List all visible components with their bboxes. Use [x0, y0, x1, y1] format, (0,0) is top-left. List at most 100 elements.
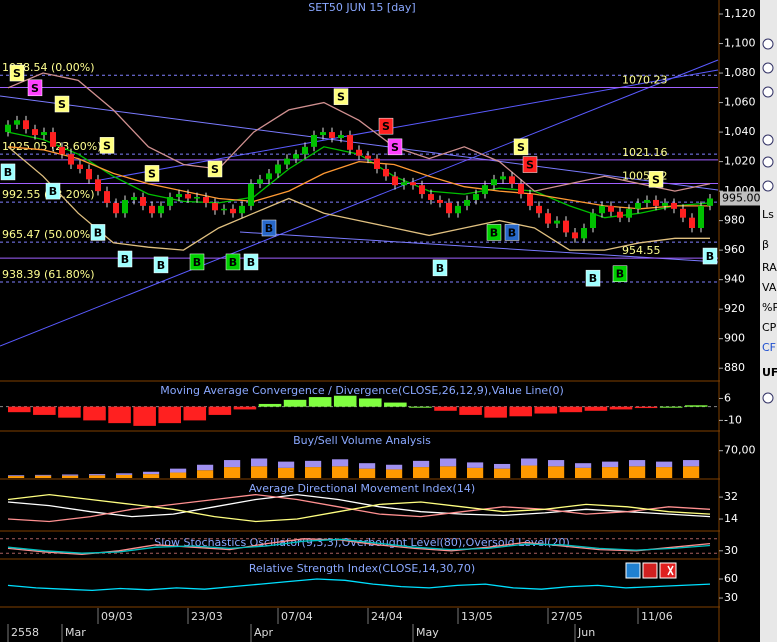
candle-body: [653, 199, 659, 206]
toolbar-label[interactable]: β: [762, 238, 769, 251]
macd-bar: [158, 406, 181, 424]
x-tick-label: May: [416, 626, 439, 639]
volume-bar: [305, 467, 322, 478]
indicator-line: [7, 72, 711, 192]
candle-body: [140, 197, 146, 206]
volume-bar: [170, 468, 187, 473]
signal-label: B: [247, 256, 255, 269]
y-tick-label: 980: [724, 214, 745, 227]
macd-bar: [258, 403, 282, 407]
volume-bar: [440, 458, 457, 467]
macd-bar: [484, 406, 507, 418]
move-up-button[interactable]: [625, 562, 641, 579]
candle-body: [428, 194, 434, 200]
close-button[interactable]: [659, 562, 677, 579]
macd-bar: [384, 402, 407, 407]
signal-label: S: [103, 139, 111, 152]
signal-box: [585, 269, 601, 287]
candle-body: [284, 158, 290, 165]
move-down-button[interactable]: [642, 562, 658, 579]
candle-body: [644, 199, 650, 203]
y-tick-label: 880: [724, 361, 745, 374]
x-tick-label: 23/03: [191, 610, 223, 623]
tool-icon[interactable]: [762, 392, 774, 404]
candle-body: [248, 183, 254, 206]
candle-body: [77, 164, 83, 169]
candle-body: [482, 185, 488, 195]
indicator-line: [7, 578, 711, 592]
signal-box: [189, 253, 205, 271]
volume-bar: [116, 474, 133, 478]
candle-body: [104, 191, 110, 203]
volume-bar: [413, 460, 430, 468]
y-tick-label: 1,100: [724, 37, 756, 50]
candle-body: [158, 205, 164, 214]
candle-body: [122, 199, 128, 214]
candle-body: [32, 129, 38, 136]
x-tick-label: 24/04: [371, 610, 403, 623]
volume-bar: [278, 461, 295, 468]
signal-label: B: [121, 253, 129, 266]
toolbar-label[interactable]: %P: [762, 301, 777, 314]
signal-box: [432, 259, 448, 277]
volume-bar: [332, 459, 349, 467]
toolbar-label[interactable]: CP: [762, 321, 777, 334]
tool-icon[interactable]: [762, 86, 774, 98]
signal-box: [504, 224, 520, 241]
volume-bar: [89, 475, 106, 478]
volume-bar: [656, 461, 673, 468]
candle-body: [86, 168, 92, 180]
x-tick-label: 09/03: [101, 610, 133, 623]
x-tick-label: 27/05: [551, 610, 583, 623]
macd-bar: [208, 406, 232, 415]
signal-box: [54, 95, 70, 113]
zoom-out[interactable]: [762, 156, 774, 168]
toolbar-label[interactable]: VA: [762, 281, 777, 294]
tool-icon[interactable]: [762, 38, 774, 50]
candle-body: [95, 179, 101, 192]
y-tick-label: 1,060: [724, 96, 756, 109]
signal-box: [153, 256, 169, 274]
signal-label: B: [436, 262, 444, 275]
signal-box: [90, 224, 106, 241]
toolbar-label[interactable]: UF: [762, 366, 777, 379]
toolbar-label[interactable]: Ls: [762, 208, 774, 221]
candle-body: [320, 132, 326, 136]
volume-bar: [440, 466, 457, 478]
tool-icon[interactable]: [762, 180, 774, 192]
price-level-label: 1070.23: [622, 73, 668, 86]
trend-line: [99, 69, 719, 181]
y-tick-label: 1,020: [724, 155, 756, 168]
volume-bar: [359, 463, 376, 469]
candle-body: [392, 176, 398, 186]
volume-bar: [467, 467, 484, 478]
toolbar-label[interactable]: CF: [762, 341, 776, 354]
signal-box: [225, 253, 241, 271]
volume-bar: [602, 467, 619, 478]
x-tick-label: 07/04: [281, 610, 313, 623]
candle-body: [41, 132, 47, 136]
zoom-in[interactable]: [762, 134, 774, 146]
candle-body: [293, 154, 299, 159]
signal-label: S: [211, 163, 219, 176]
candle-body: [455, 205, 461, 214]
volume-bar: [521, 458, 538, 466]
candle-body: [536, 205, 542, 214]
candle-body: [113, 202, 119, 214]
x-tick-label: 11/06: [641, 610, 673, 623]
candle-body: [257, 179, 263, 184]
candle-body: [698, 205, 704, 228]
tool-icon[interactable]: [762, 62, 774, 74]
y-tick-label: 920: [724, 302, 745, 315]
macd-bar: [33, 406, 56, 415]
toolbar-label[interactable]: RA: [762, 261, 777, 274]
macd-bar: [434, 406, 457, 411]
candle-body: [14, 120, 20, 125]
y-tick-label: 30: [724, 591, 738, 604]
macd-bar: [409, 406, 432, 408]
signal-box: [99, 137, 115, 154]
signal-box: [0, 163, 16, 181]
fib-label: 938.39 (61.80%): [2, 268, 95, 281]
